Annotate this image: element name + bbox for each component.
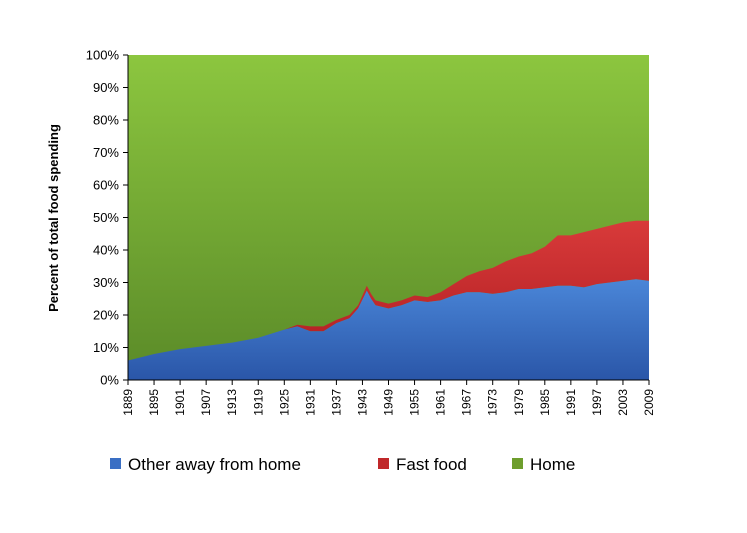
x-tick-label: 1889: [121, 389, 135, 416]
x-tick-label: 1991: [564, 389, 578, 416]
x-tick-label: 1979: [512, 389, 526, 416]
y-tick-label: 30%: [93, 275, 119, 290]
legend: Other away from home Fast food Home: [110, 455, 575, 474]
legend-swatch: [110, 458, 121, 469]
x-tick-label: 1901: [173, 389, 187, 416]
y-tick-label: 100%: [86, 48, 120, 63]
y-tick-label: 50%: [93, 210, 119, 225]
y-tick-label: 70%: [93, 145, 119, 160]
x-tick-label: 2003: [616, 389, 630, 416]
y-tick-label: 40%: [93, 243, 119, 258]
x-tick-label: 1961: [434, 389, 448, 416]
y-tick-label: 90%: [93, 80, 119, 95]
y-axis-label: Percent of total food spending: [46, 124, 61, 312]
area-other-away-from-home: [128, 279, 649, 380]
x-tick-label: 1985: [538, 389, 552, 416]
y-tick-label: 0%: [100, 373, 119, 388]
legend-swatch: [512, 458, 523, 469]
y-tick-label: 60%: [93, 178, 119, 193]
x-tick-label: 1943: [355, 389, 369, 416]
x-tick-label: 1973: [486, 389, 500, 416]
y-tick-label: 20%: [93, 308, 119, 323]
legend-label: Home: [530, 455, 575, 474]
x-tick-label: 1949: [382, 389, 396, 416]
x-tick-label: 1937: [329, 389, 343, 416]
legend-label: Fast food: [396, 455, 467, 474]
y-tick-label: 10%: [93, 340, 119, 355]
y-tick-label: 80%: [93, 113, 119, 128]
x-tick-label: 1919: [251, 389, 265, 416]
legend-swatch: [378, 458, 389, 469]
x-tick-label: 1967: [460, 389, 474, 416]
x-tick-label: 1907: [199, 389, 213, 416]
x-tick-label: 1931: [303, 389, 317, 416]
legend-label: Other away from home: [128, 455, 301, 474]
x-tick-label: 1955: [408, 389, 422, 416]
x-tick-label: 1895: [147, 389, 161, 416]
x-tick-label: 1913: [225, 389, 239, 416]
x-tick-label: 2009: [642, 389, 656, 416]
x-tick-label: 1997: [590, 389, 604, 416]
area-fast-food: [128, 220, 649, 361]
x-tick-label: 1925: [277, 389, 291, 416]
